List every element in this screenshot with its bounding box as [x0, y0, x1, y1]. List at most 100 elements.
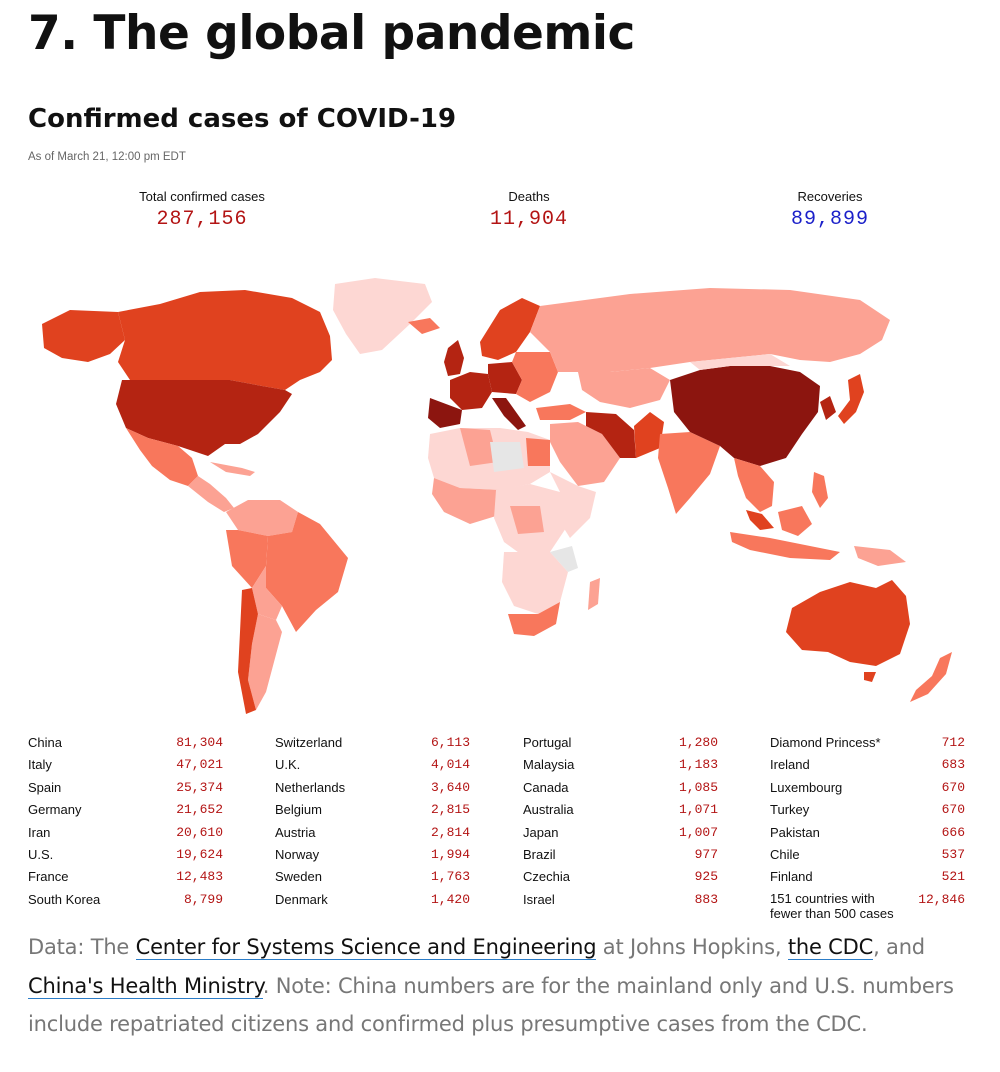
table-row: Switzerland 6,113 [275, 734, 470, 756]
case-count: 81,304 [176, 735, 223, 750]
region-madagascar[interactable] [588, 578, 600, 610]
region-borneo[interactable] [778, 506, 812, 536]
case-count: 4,014 [430, 757, 470, 773]
table-row: Netherlands 3,640 [275, 779, 470, 801]
region-png[interactable] [854, 546, 906, 566]
country-name: Pakistan [770, 824, 820, 840]
country-name: Sweden [275, 869, 322, 885]
region-korea[interactable] [820, 396, 836, 420]
country-name: Brazil [523, 846, 556, 862]
case-count: 712 [941, 735, 965, 750]
region-canada[interactable] [118, 290, 332, 390]
region-germany[interactable] [488, 362, 522, 394]
country-name: Denmark [275, 891, 328, 907]
region-caribbean[interactable] [210, 462, 255, 476]
stat-recoveries-label: Recoveries [797, 189, 863, 204]
region-greenland[interactable] [333, 278, 432, 354]
region-southeast-asia[interactable] [734, 458, 774, 512]
footnote: Data: The Center for Systems Science and… [28, 928, 988, 1044]
region-pakistan[interactable] [634, 412, 664, 458]
region-japan[interactable] [838, 374, 864, 424]
case-count: 20,610 [176, 824, 223, 840]
region-northern-south-america[interactable] [226, 500, 298, 536]
country-name: France [28, 869, 69, 885]
region-mongolia[interactable] [690, 354, 790, 370]
region-uk[interactable] [444, 340, 464, 376]
region-malaysia[interactable] [746, 510, 774, 530]
region-russia[interactable] [530, 288, 890, 372]
table-row: Italy 47,021 [28, 756, 223, 778]
region-scandinavia[interactable] [480, 298, 540, 360]
region-arabia[interactable] [550, 422, 620, 486]
table-column-4: Diamond Princess* 712 Ireland 683 Luxembou… [770, 734, 965, 921]
region-east-africa[interactable] [550, 472, 596, 538]
world-choropleth-map [42, 278, 952, 714]
table-row: Luxembourg 670 [770, 779, 965, 801]
region-west-africa[interactable] [432, 478, 500, 524]
region-alaska[interactable] [42, 310, 125, 362]
table-row: Portugal 1,280 [523, 734, 718, 756]
country-name: U.K. [275, 757, 301, 773]
region-tasmania[interactable] [864, 672, 876, 682]
region-bolivia-paraguay[interactable] [252, 566, 282, 620]
country-name: Chile [770, 846, 800, 862]
stat-total-cases: Total confirmed cases 287,156 [72, 189, 332, 231]
case-count: 12,483 [176, 869, 223, 885]
region-indonesia[interactable] [730, 532, 840, 560]
region-iberia[interactable] [428, 398, 462, 428]
region-iceland[interactable] [408, 318, 440, 334]
region-turkey[interactable] [536, 404, 586, 420]
region-brazil[interactable] [266, 512, 348, 632]
region-central-asia[interactable] [578, 368, 670, 408]
link-csse[interactable]: Center for Systems Science and Engineeri… [135, 935, 597, 960]
region-southern-africa[interactable] [502, 552, 568, 614]
table-row: Diamond Princess* 712 [770, 734, 965, 756]
table-row: Pakistan 666 [770, 824, 965, 846]
region-chile[interactable] [238, 588, 258, 714]
timestamp: As of March 21, 12:00 pm EDT [28, 151, 186, 163]
stat-recoveries-value: 89,899 [790, 208, 869, 231]
region-south-africa[interactable] [508, 602, 560, 636]
country-name: Israel [523, 891, 555, 907]
case-count: 12,846 [918, 891, 965, 907]
region-eastern-europe[interactable] [512, 352, 558, 402]
table-row: Czechia 925 [523, 868, 718, 890]
region-central-america[interactable] [188, 476, 234, 512]
region-sahel-nodata[interactable] [490, 442, 524, 472]
table-row: Malaysia 1,183 [523, 756, 718, 778]
stat-deaths-value: 11,904 [489, 208, 568, 231]
link-china-health-ministry[interactable]: China's Health Ministry [28, 973, 263, 999]
stat-recoveries: Recoveries 89,899 [700, 189, 960, 231]
region-usa[interactable] [116, 380, 292, 456]
region-argentina[interactable] [248, 614, 282, 710]
table-row: Belgium 2,815 [275, 801, 470, 823]
region-iran[interactable] [586, 412, 636, 458]
case-count: 6,113 [430, 735, 470, 750]
region-australia[interactable] [786, 580, 910, 666]
country-name: Netherlands [275, 779, 346, 795]
region-france[interactable] [450, 372, 492, 410]
country-name: Turkey [770, 802, 810, 818]
country-name: 151 countries with fewer than 500 cases [770, 890, 894, 921]
case-count: 537 [941, 846, 965, 862]
region-mexico[interactable] [126, 428, 198, 486]
region-china[interactable] [670, 366, 820, 466]
country-name: Luxembourg [770, 779, 843, 795]
case-count: 2,815 [430, 802, 470, 818]
region-italy[interactable] [492, 398, 526, 430]
region-southern-africa-nodata[interactable] [550, 546, 578, 572]
region-india[interactable] [658, 432, 720, 514]
region-egypt[interactable] [526, 438, 550, 466]
region-algeria[interactable] [460, 428, 498, 466]
case-count: 1,183 [678, 757, 718, 773]
case-count: 1,763 [430, 869, 470, 885]
case-count: 925 [694, 869, 718, 885]
link-cdc[interactable]: the CDC [787, 935, 874, 960]
region-new-zealand[interactable] [910, 652, 952, 702]
region-central-africa-mid[interactable] [510, 506, 544, 534]
stat-total-value: 287,156 [156, 208, 248, 231]
table-row: Brazil 977 [523, 846, 718, 868]
region-philippines[interactable] [812, 472, 828, 508]
region-peru[interactable] [226, 530, 268, 588]
country-name: Switzerland [275, 735, 343, 750]
